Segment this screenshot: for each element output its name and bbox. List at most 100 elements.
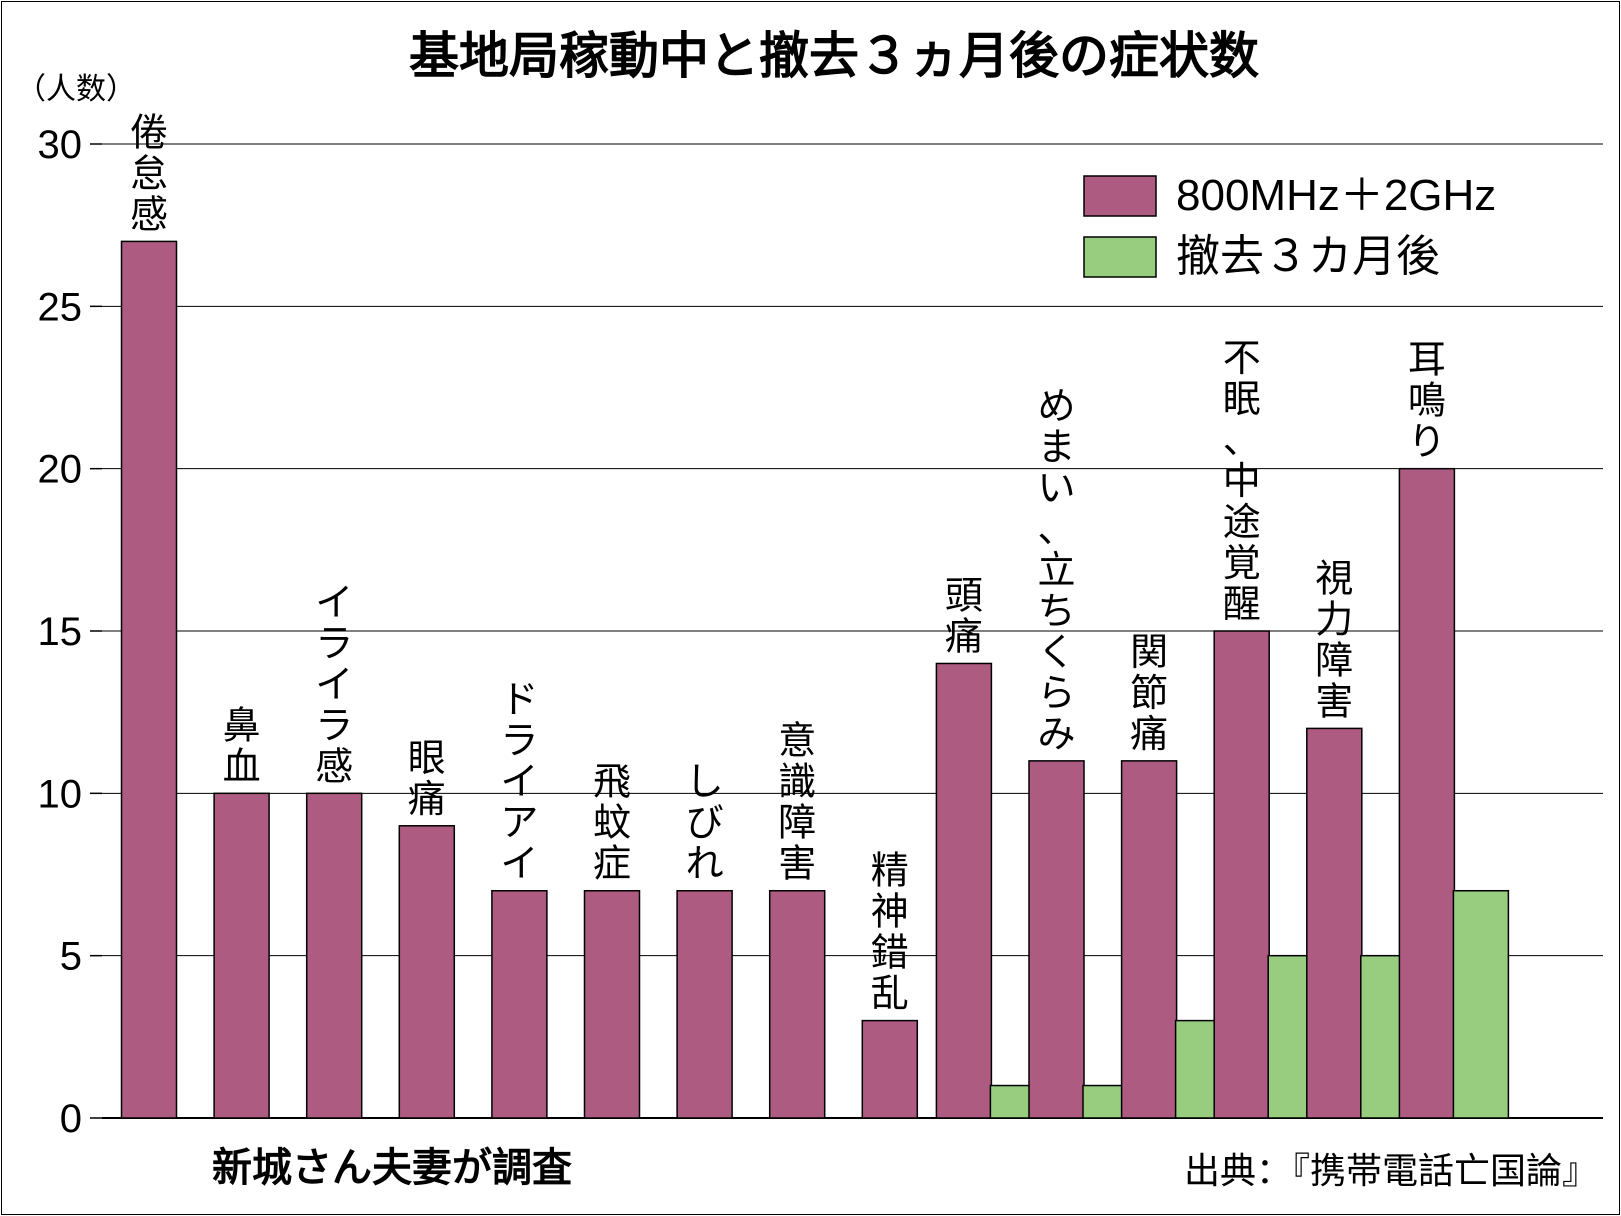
legend: 800MHz＋2GHz 撤去３カ月後 <box>1083 171 1496 281</box>
category-label: 倦怠感 <box>130 110 168 236</box>
category-label-char: 鳴 <box>1408 379 1446 423</box>
category-label-char: く <box>1037 630 1075 674</box>
category-label-char: 識 <box>778 760 816 804</box>
category-label-char: 鼻 <box>223 703 261 747</box>
bar-series-1 <box>861 1019 919 1119</box>
category-label-char: 頭 <box>945 573 983 617</box>
category-label: しびれ <box>686 760 724 886</box>
bar-series-1 <box>491 889 548 1119</box>
category-label-char: 中 <box>1223 459 1261 503</box>
bars <box>120 240 1510 1119</box>
category-label: 不眠、中途覚醒 <box>1223 336 1261 626</box>
category-label-char: び <box>686 801 724 845</box>
category-label-char: ラ <box>500 719 538 763</box>
category-label: イライラ感 <box>315 580 353 788</box>
bar-series-1 <box>583 889 641 1119</box>
y-axis-ticks: 0 5 10 15 20 25 30 <box>38 123 83 1141</box>
category-label-char: 、 <box>1037 507 1075 551</box>
category-label: 意識障害 <box>778 719 816 886</box>
category-label: 精神錯乱 <box>871 849 909 1016</box>
bar-series-1 <box>1306 727 1363 1119</box>
category-label-char: 耳 <box>1408 338 1446 382</box>
y-tick-label: 5 <box>60 935 82 979</box>
category-label-char: ド <box>500 678 538 722</box>
y-tick-label: 25 <box>38 285 83 329</box>
category-label-char: イ <box>315 662 353 706</box>
category-label-char: 痛 <box>1130 712 1168 756</box>
category-label-char: 感 <box>315 744 353 788</box>
category-label-char: 倦 <box>130 110 168 154</box>
category-label: 関節痛 <box>1130 630 1168 756</box>
source-citation: 出典：『携帯電話亡国論』 <box>1184 1151 1598 1192</box>
category-label: 飛蚊症 <box>593 760 631 886</box>
y-axis-unit-label: （人数） <box>16 72 136 107</box>
legend-swatch-series-2 <box>1083 236 1157 278</box>
category-label-char: 障 <box>778 801 816 845</box>
category-label-char: 眼 <box>408 736 446 780</box>
y-tick-label: 0 <box>60 1097 82 1141</box>
category-label: めまい、立ちくらみ <box>1037 384 1075 756</box>
legend-label-series-2: 撤去３カ月後 <box>1176 232 1440 281</box>
category-label-char: 錯 <box>871 931 909 975</box>
category-label-char: 痛 <box>408 777 446 821</box>
category-label-char: 立 <box>1037 548 1075 592</box>
category-label-char: 精 <box>871 849 909 893</box>
bar-series-1 <box>676 889 733 1119</box>
bar-series-1 <box>1398 467 1456 1119</box>
bar-series-1 <box>398 825 456 1119</box>
category-label: ドライアイ <box>500 678 538 886</box>
category-label-char: ち <box>1037 589 1075 633</box>
category-label-char: 血 <box>223 744 261 788</box>
category-label-char: ら <box>1037 671 1075 715</box>
bar-series-1 <box>935 662 993 1119</box>
bar-series-1 <box>213 792 270 1119</box>
category-label-char: 蚊 <box>593 801 631 845</box>
category-label-char: ま <box>1037 425 1075 469</box>
category-label-char: 覚 <box>1223 541 1261 585</box>
category-label-char: 飛 <box>593 760 631 804</box>
bar-series-1 <box>1028 760 1085 1119</box>
category-label-char: イ <box>315 580 353 624</box>
category-label-char: 節 <box>1130 671 1168 715</box>
category-label-char: 眠 <box>1223 377 1261 421</box>
y-tick-label: 10 <box>38 772 83 816</box>
category-label-char: り <box>1408 420 1446 464</box>
category-label-char: ラ <box>315 621 353 665</box>
survey-note: 新城さん夫妻が調査 <box>212 1145 572 1191</box>
bar-series-1 <box>1213 630 1270 1119</box>
legend-label-series-1: 800MHz＋2GHz <box>1176 171 1496 220</box>
legend-swatch-series-1 <box>1083 175 1157 217</box>
category-label-char: 途 <box>1223 500 1261 544</box>
category-label-char: 力 <box>1315 597 1353 641</box>
y-tick-label: 20 <box>38 448 83 492</box>
category-label: 眼痛 <box>408 736 446 821</box>
bar-series-1 <box>120 240 178 1119</box>
category-label-char: 意 <box>778 719 816 763</box>
category-label-char: イ <box>500 842 538 886</box>
category-label-char: 痛 <box>945 614 983 658</box>
category-label-char: い <box>1037 466 1075 510</box>
category-label: 鼻血 <box>223 703 261 788</box>
bar-series-1 <box>305 792 363 1119</box>
category-label: 頭痛 <box>945 573 983 658</box>
category-label-char: 乱 <box>871 972 909 1016</box>
category-label: 耳鳴り <box>1408 338 1446 464</box>
category-label-char: 視 <box>1315 556 1353 600</box>
category-label-char: ア <box>500 801 538 845</box>
category-label-char: 、 <box>1223 418 1261 462</box>
category-label-char: め <box>1037 384 1075 428</box>
bar-series-1 <box>1120 760 1178 1119</box>
bar-series-1 <box>768 889 826 1119</box>
category-label-char: 害 <box>1315 679 1353 723</box>
category-label-char: 醒 <box>1223 582 1261 626</box>
category-label: 視力障害 <box>1315 556 1353 723</box>
category-label-char: 症 <box>593 842 631 886</box>
category-label-char: イ <box>500 760 538 804</box>
category-label-char: 障 <box>1315 638 1353 682</box>
category-label-char: み <box>1037 712 1075 756</box>
category-label-char: ラ <box>315 703 353 747</box>
category-label-char: れ <box>686 842 724 886</box>
y-tick-label: 15 <box>38 610 83 654</box>
